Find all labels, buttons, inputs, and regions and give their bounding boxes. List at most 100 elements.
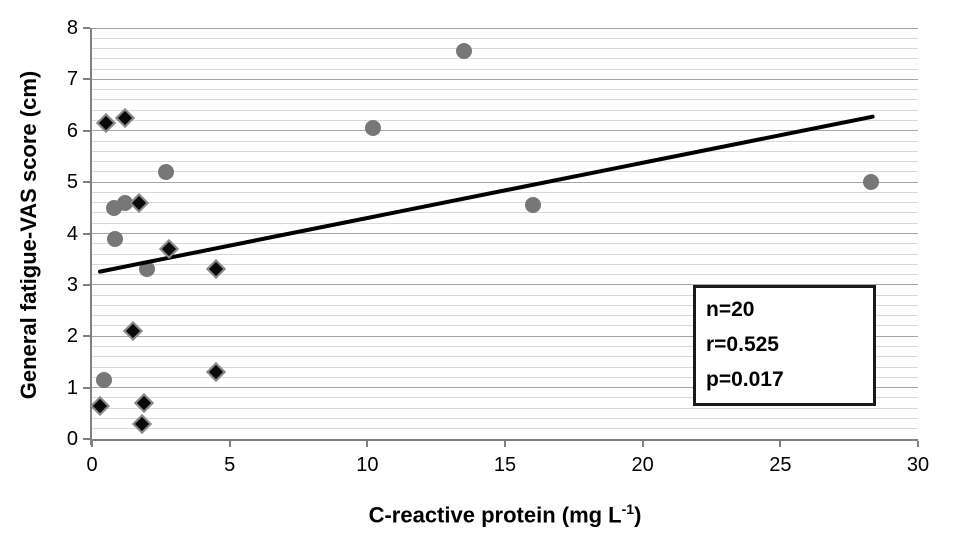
major-gridline (92, 387, 918, 389)
data-point-circle (524, 197, 541, 214)
x-axis-title-close: ) (634, 502, 642, 528)
minor-gridline (92, 161, 918, 163)
x-axis-tick-label: 5 (224, 454, 236, 476)
minor-gridline (92, 366, 918, 368)
y-axis-tick-label: 4 (66, 222, 78, 245)
x-axis-tick (504, 441, 506, 447)
minor-gridline (92, 109, 918, 111)
minor-gridline (92, 417, 918, 419)
data-point-circle (364, 120, 381, 137)
major-gridline (92, 130, 918, 132)
minor-gridline (92, 346, 918, 348)
y-axis-tick (83, 181, 90, 184)
data-point-circle (863, 174, 880, 191)
minor-gridline (92, 99, 918, 101)
minor-gridline (92, 376, 918, 378)
y-axis-tick-label: 8 (66, 17, 78, 39)
data-point-circle (139, 261, 156, 278)
x-axis-tick (641, 441, 644, 447)
minor-gridline (92, 37, 918, 39)
x-axis-tick-label: 25 (769, 454, 792, 476)
major-gridline (92, 181, 918, 183)
x-axis-tick-label: 20 (631, 454, 654, 476)
y-axis-line (90, 28, 92, 445)
x-axis-tick-label: 0 (86, 454, 98, 476)
x-axis-tick-label: 10 (356, 454, 379, 476)
stats-annotation-box: n=20 r=0.525 p=0.017 (693, 285, 876, 406)
minor-gridline (92, 171, 918, 173)
minor-gridline (92, 325, 918, 327)
y-axis-tick-label: 0 (66, 428, 78, 450)
data-point-diamond (123, 321, 144, 342)
y-axis-tick (83, 335, 90, 338)
data-point-diamond (90, 395, 111, 416)
x-axis-title-exponent: -1 (621, 501, 635, 517)
y-axis-tick (83, 232, 90, 235)
major-gridline (92, 233, 918, 234)
data-point-circle (96, 371, 113, 388)
stat-p: p=0.017 (706, 368, 784, 391)
minor-gridline (92, 48, 918, 50)
minor-gridline (92, 119, 918, 121)
major-gridline (92, 27, 918, 29)
data-point-diamond (115, 108, 135, 128)
y-axis-tick-label: 6 (66, 119, 78, 142)
data-point-diamond (131, 413, 152, 434)
data-point-circle (158, 163, 175, 180)
y-axis-tick (83, 438, 90, 440)
regression-trendline (97, 114, 875, 274)
minor-gridline (92, 58, 918, 60)
minor-gridline (92, 274, 918, 276)
y-axis-tick-label: 3 (66, 273, 78, 296)
y-axis-tick (83, 283, 90, 286)
x-axis-tick (228, 441, 231, 447)
y-axis-tick-label: 1 (66, 376, 78, 399)
minor-gridline (92, 68, 918, 70)
minor-gridline (92, 243, 918, 245)
minor-gridline (92, 253, 918, 255)
x-axis-tick-label: 30 (906, 454, 930, 476)
y-axis-tick-label: 2 (66, 325, 78, 348)
y-axis-tick-label: 7 (66, 68, 78, 91)
x-axis-tick (91, 441, 93, 447)
y-axis-tick-label: 5 (66, 171, 78, 194)
y-axis-tick (83, 78, 90, 81)
x-axis-title-text: C-reactive protein (mg L (368, 502, 622, 528)
stat-n: n=20 (706, 298, 755, 321)
minor-gridline (92, 407, 918, 409)
minor-gridline (92, 356, 918, 358)
data-point-diamond (134, 393, 155, 413)
minor-gridline (92, 202, 918, 204)
major-gridline (92, 335, 918, 337)
minor-gridline (92, 263, 918, 265)
minor-gridline (92, 212, 918, 214)
x-axis-tick (917, 441, 919, 447)
y-axis-title: General fatigue-VAS score (cm) (16, 70, 41, 400)
minor-gridline (92, 140, 918, 142)
data-point-circle (117, 194, 134, 211)
minor-gridline (92, 150, 918, 152)
major-gridline (92, 78, 918, 80)
y-axis-tick (83, 386, 90, 389)
x-axis-line (90, 439, 918, 441)
stat-r: r=0.525 (706, 333, 779, 356)
minor-gridline (92, 428, 918, 430)
minor-gridline (92, 89, 918, 91)
data-point-circle (455, 43, 472, 60)
major-gridline (92, 284, 918, 286)
minor-gridline (92, 294, 918, 296)
minor-gridline (92, 222, 918, 224)
x-axis-tick (779, 441, 782, 447)
y-axis-tick (83, 27, 90, 29)
x-axis-tick-label: 15 (493, 454, 517, 476)
x-axis-title: C-reactive protein (mg L-1) (92, 501, 918, 528)
data-point-diamond (205, 259, 226, 280)
minor-gridline (92, 315, 918, 317)
data-point-diamond (128, 192, 149, 213)
minor-gridline (92, 304, 918, 306)
data-point-diamond (205, 362, 226, 383)
x-axis-tick (366, 441, 369, 447)
minor-gridline (92, 397, 918, 399)
y-axis-tick (83, 129, 90, 132)
